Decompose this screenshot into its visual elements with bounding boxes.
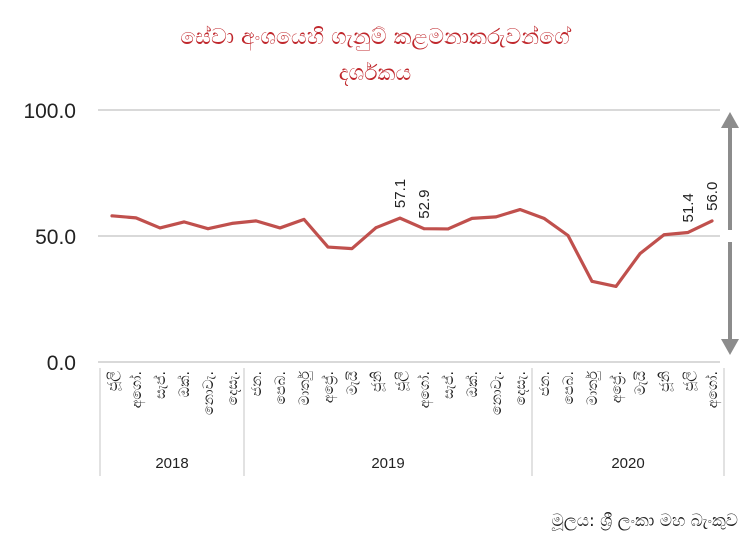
- month-tick-label: ජන.: [537, 371, 553, 396]
- data-label: 57.1: [392, 179, 409, 208]
- month-tick-label: ජූලි: [105, 371, 122, 391]
- year-label: 2018: [155, 455, 188, 472]
- month-tick-label: සැප්.: [441, 371, 457, 399]
- threshold-arrow: [721, 112, 739, 355]
- data-point: [350, 247, 354, 251]
- month-tick-label: දෙසැ.: [513, 371, 529, 405]
- year-label: 2020: [611, 455, 644, 472]
- month-tick-label: මැයි: [345, 370, 361, 395]
- data-labels: 57.1 52.9 51.4 56.0: [392, 179, 721, 223]
- data-label: 56.0: [704, 182, 721, 211]
- month-tick-label: ඔක්.: [177, 371, 193, 397]
- data-point: [398, 216, 402, 220]
- data-point: [134, 216, 138, 220]
- data-point: [182, 220, 186, 224]
- month-tick-label: ජූලි: [393, 371, 410, 391]
- data-label: 52.9: [416, 189, 433, 218]
- month-tick-label: ඔක්.: [465, 371, 481, 397]
- y-tick-label: 0.0: [47, 352, 76, 375]
- month-tick-label: අප්‍රේ.: [609, 371, 626, 403]
- month-tick-label: අගෝ.: [129, 371, 146, 408]
- chart-title-line2: දර්ශකය: [339, 61, 411, 86]
- month-tick-label: ජූලි: [681, 371, 698, 391]
- chart-title-line1: සේවා අංශයෙහි ගැනුම් කළමනාකරුවන්ගේ: [180, 25, 571, 51]
- month-tick-label: මාර්තු: [585, 370, 601, 405]
- month-tick-label: සැප්.: [153, 371, 169, 399]
- month-tick-label: මැයි: [633, 370, 649, 395]
- data-point: [470, 216, 474, 220]
- data-point: [422, 227, 426, 231]
- data-point: [254, 219, 258, 223]
- data-point: [710, 219, 714, 223]
- data-point: [302, 217, 306, 221]
- month-tick-label: පෙබ.: [273, 371, 289, 404]
- data-point: [686, 231, 690, 234]
- year-label: 2019: [371, 455, 404, 472]
- data-point: [494, 215, 498, 219]
- data-point: [158, 226, 162, 230]
- series-line: [110, 207, 714, 288]
- series-line-path: [110, 207, 714, 288]
- arrow-up-head: [721, 112, 739, 128]
- data-point: [230, 222, 234, 225]
- x-axis: ජූලි අගෝ. සැප්. ඔක්. නොවැ. දෙසැ. ජන. පෙබ. මාර්තු…: [99, 368, 725, 476]
- month-tick-label: මාර්තු: [297, 370, 313, 405]
- data-point: [278, 226, 282, 230]
- y-tick-label: 50.0: [35, 226, 76, 249]
- data-point: [518, 208, 522, 211]
- month-tick-label: නොවැ.: [489, 371, 505, 415]
- month-tick-label: ජූනි: [369, 371, 386, 392]
- arrow-down-head: [721, 339, 739, 355]
- data-point: [326, 245, 330, 249]
- month-tick-label: නොවැ.: [201, 371, 217, 415]
- data-point: [206, 227, 210, 231]
- month-tick-label: අප්‍රේ.: [321, 371, 338, 403]
- data-point: [590, 279, 594, 283]
- y-tick-label: 100.0: [23, 100, 76, 123]
- y-axis-ticks: 100.0 50.0 0.0: [23, 100, 76, 375]
- gridlines: [98, 109, 720, 363]
- month-tick-label: අගෝ.: [705, 371, 722, 408]
- data-point: [662, 233, 666, 237]
- source-note: මූලය: ශ්‍රී ලංකා මහ බැංකුව: [552, 511, 738, 531]
- data-label: 51.4: [680, 193, 697, 222]
- data-point: [446, 227, 450, 231]
- data-point: [566, 234, 570, 237]
- month-tick-label: ජූනි: [657, 371, 674, 392]
- month-tick-label: දෙසැ.: [225, 371, 241, 405]
- month-tick-label: අගෝ.: [417, 371, 434, 408]
- data-point: [542, 216, 546, 220]
- data-point: [614, 285, 618, 288]
- month-tick-label: පෙබ.: [561, 371, 577, 404]
- data-point: [374, 226, 378, 230]
- month-tick-label: ජන.: [249, 371, 265, 396]
- data-point: [638, 252, 642, 256]
- data-point: [110, 214, 114, 218]
